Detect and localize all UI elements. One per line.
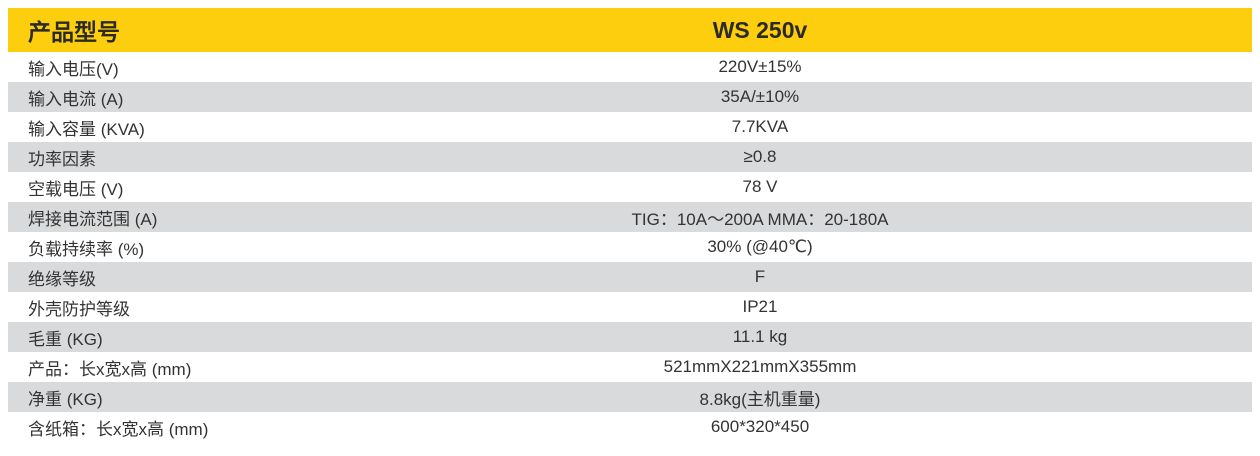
spec-row-label: 含纸箱：长x宽x高 (mm) bbox=[28, 419, 209, 439]
spec-row: 功率因素 ≥0.8 bbox=[8, 142, 1252, 172]
spec-row-value: 78 V bbox=[742, 177, 778, 196]
spec-row: 毛重 (KG) 11.1 kg bbox=[8, 322, 1252, 352]
spec-row-value: 220V±15% bbox=[718, 57, 802, 76]
spec-table-header-row: 产品型号 WS 250v bbox=[8, 8, 1252, 52]
spec-row-label: 净重 (KG) bbox=[28, 389, 103, 409]
spec-row-value: 600*320*450 bbox=[710, 417, 810, 436]
spec-row-value: TIG：10A～200A MMA：20-180A bbox=[631, 209, 889, 229]
spec-row-label: 输入容量 (KVA) bbox=[28, 119, 145, 139]
spec-row: 负载持续率 (%) 30% (@40℃) bbox=[8, 232, 1252, 262]
spec-row-value: ≥0.8 bbox=[743, 147, 777, 166]
spec-row-value: 35A/±10% bbox=[720, 87, 800, 106]
spec-row-label: 绝缘等级 bbox=[28, 269, 96, 289]
spec-row: 绝缘等级 F bbox=[8, 262, 1252, 292]
spec-row: 输入电压(V) 220V±15% bbox=[8, 52, 1252, 82]
spec-row: 外壳防护等级 IP21 bbox=[8, 292, 1252, 322]
spec-row-value: IP21 bbox=[742, 297, 778, 316]
spec-row-label: 输入电流 (A) bbox=[28, 89, 124, 109]
spec-row: 含纸箱：长x宽x高 (mm) 600*320*450 bbox=[8, 412, 1252, 442]
spec-row-value: 521mmX221mmX355mm bbox=[663, 357, 857, 376]
spec-row: 焊接电流范围 (A) TIG：10A～200A MMA：20-180A bbox=[8, 202, 1252, 232]
spec-row: 空载电压 (V) 78 V bbox=[8, 172, 1252, 202]
spec-row-label: 毛重 (KG) bbox=[28, 329, 103, 349]
spec-row-label: 产品：长x宽x高 (mm) bbox=[28, 359, 192, 379]
spec-row-label: 输入电压(V) bbox=[28, 59, 119, 79]
header-model-value: WS 250v bbox=[712, 16, 808, 43]
spec-row-value: F bbox=[754, 267, 766, 286]
spec-row-value: 11.1 kg bbox=[732, 327, 788, 346]
spec-row-value: 7.7KVA bbox=[731, 117, 789, 136]
spec-row-label: 空载电压 (V) bbox=[28, 179, 124, 199]
spec-row: 输入电流 (A) 35A/±10% bbox=[8, 82, 1252, 112]
spec-row: 产品：长x宽x高 (mm) 521mmX221mmX355mm bbox=[8, 352, 1252, 382]
spec-row-value: 30% (@40℃) bbox=[707, 237, 813, 256]
spec-row-label: 功率因素 bbox=[28, 149, 96, 169]
spec-row: 净重 (KG) 8.8kg(主机重量) bbox=[8, 382, 1252, 412]
spec-row-value: 8.8kg(主机重量) bbox=[699, 389, 821, 409]
spec-rows: 输入电压(V) 220V±15% 输入电流 (A) 35A/±10% 输入容量 … bbox=[8, 52, 1252, 442]
header-model-label: 产品型号 bbox=[28, 19, 120, 45]
spec-row-label: 外壳防护等级 bbox=[28, 299, 130, 319]
spec-table: 产品型号 WS 250v 输入电压(V) 220V±15% 输入电流 (A) 3… bbox=[8, 8, 1252, 442]
spec-row: 输入容量 (KVA) 7.7KVA bbox=[8, 112, 1252, 142]
spec-row-label: 焊接电流范围 (A) bbox=[28, 209, 158, 229]
spec-row-label: 负载持续率 (%) bbox=[28, 239, 145, 259]
